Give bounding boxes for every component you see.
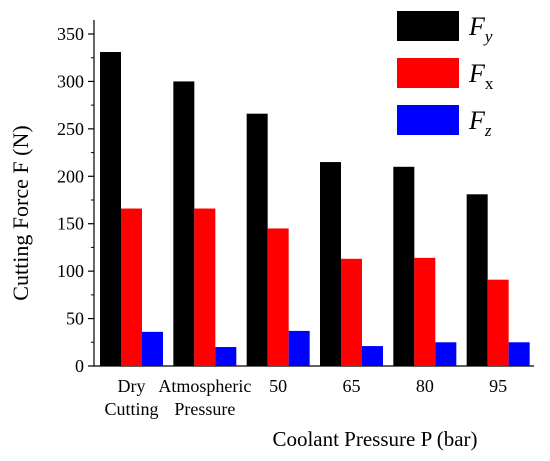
bar-y-4 — [393, 166, 415, 366]
y-axis-label: Cutting Force F (N) — [8, 125, 33, 300]
bar-z-0 — [142, 331, 163, 366]
bar-z-4 — [435, 342, 457, 366]
x-tick-label: 80 — [416, 376, 434, 396]
legend-swatch-y — [397, 11, 459, 41]
bar-z-3 — [362, 346, 383, 366]
x-tick-label: 65 — [343, 376, 361, 396]
bar-x-2 — [267, 228, 289, 366]
x-axis-label: Coolant Pressure P (bar) — [272, 427, 477, 451]
bar-x-0 — [121, 208, 142, 366]
x-tick-label: Pressure — [174, 399, 235, 419]
bar-y-5 — [466, 194, 488, 366]
bar-x-3 — [341, 258, 362, 366]
y-tick-label: 250 — [57, 119, 84, 139]
bar-x-5 — [487, 279, 509, 366]
bar-x-4 — [414, 257, 436, 366]
x-tick-label: Cutting — [104, 399, 158, 419]
bar-z-1 — [215, 347, 237, 366]
bar-y-0 — [100, 52, 121, 366]
y-tick-label: 0 — [75, 356, 84, 376]
bar-x-1 — [194, 208, 216, 366]
y-tick-label: 300 — [57, 71, 84, 91]
bar-y-1 — [173, 81, 195, 366]
axes — [93, 20, 534, 367]
bar-y-2 — [246, 113, 268, 367]
bar-z-2 — [288, 330, 310, 366]
y-tick-label: 200 — [57, 166, 84, 186]
bar-y-3 — [320, 162, 341, 366]
legend-swatch-x — [397, 58, 459, 88]
legend: Fy Fx Fz — [397, 11, 494, 140]
x-tick-label: 50 — [269, 376, 287, 396]
legend-label-z: Fz — [468, 106, 492, 140]
x-tick-label: 95 — [489, 376, 507, 396]
y-tick-label: 100 — [57, 261, 84, 281]
bars — [100, 52, 530, 367]
y-tick-label: 150 — [57, 214, 84, 234]
legend-swatch-z — [397, 105, 459, 135]
legend-label-x: Fx — [468, 59, 494, 93]
x-tick-label: Atmospheric — [158, 376, 251, 396]
x-tick-label: Dry — [118, 376, 146, 396]
y-tick-label: 350 — [57, 24, 84, 44]
y-tick-label: 50 — [66, 309, 84, 329]
legend-label-y: Fy — [468, 12, 493, 46]
bar-z-5 — [508, 342, 530, 366]
y-ticks: 0 50 100 150 200 250 300 350 — [57, 24, 94, 376]
